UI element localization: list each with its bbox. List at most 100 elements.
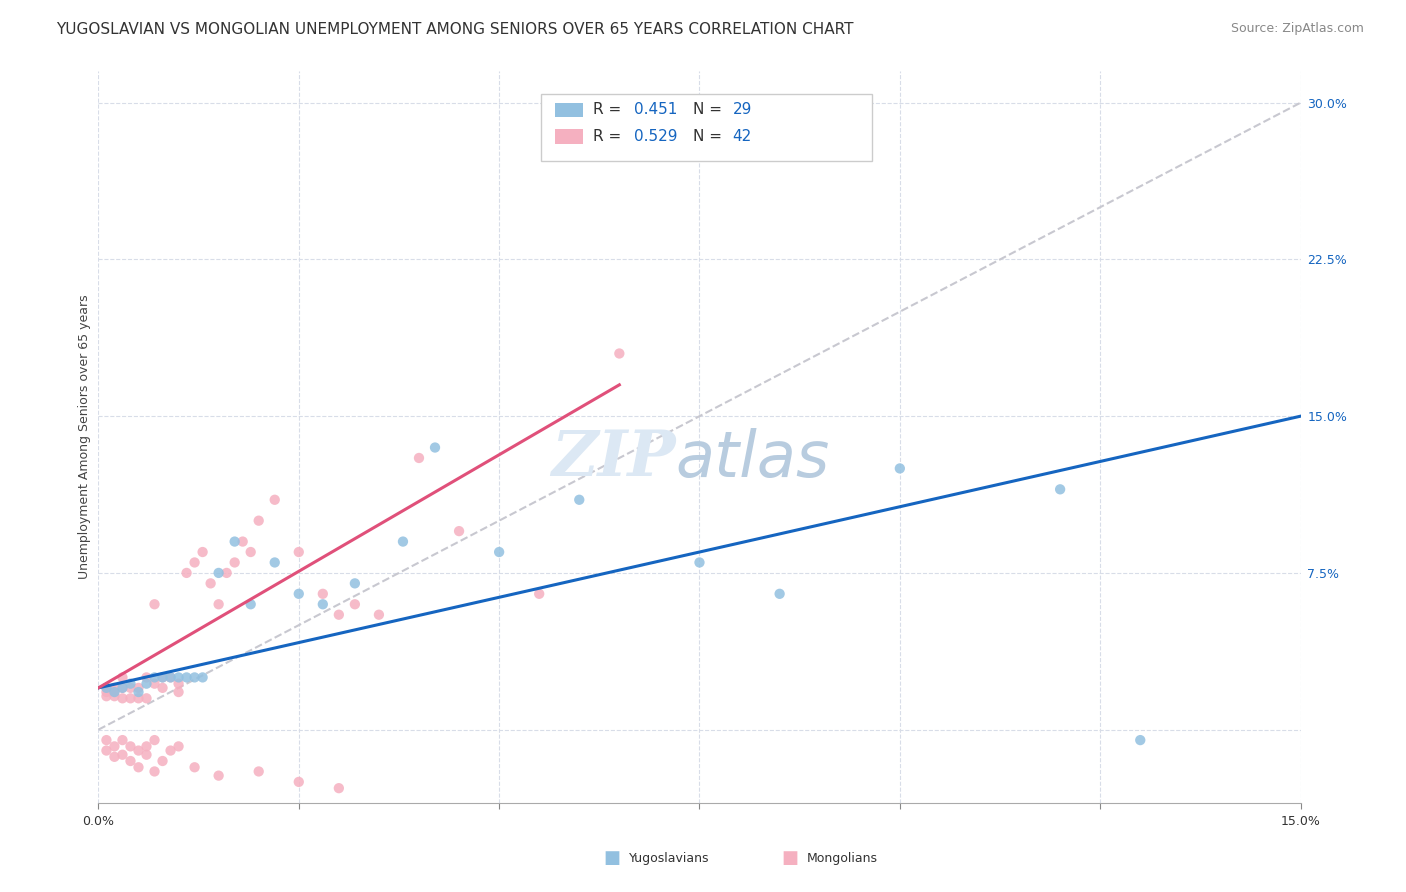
Point	[103, 685, 125, 699]
Point	[128, 760, 150, 774]
Point	[183, 556, 205, 570]
Point	[111, 681, 134, 695]
Point	[135, 747, 157, 762]
Point	[208, 769, 231, 783]
Point	[328, 607, 350, 622]
Point	[408, 450, 430, 465]
Point	[183, 670, 205, 684]
Point	[152, 670, 174, 684]
Point	[1049, 483, 1071, 497]
Text: N =: N =	[693, 129, 727, 144]
Point	[135, 739, 157, 754]
Point	[312, 597, 335, 611]
Point	[103, 685, 125, 699]
Point	[159, 743, 181, 757]
Point	[103, 749, 125, 764]
Point	[143, 764, 166, 779]
Point	[135, 676, 157, 690]
Point	[128, 691, 150, 706]
Point	[609, 346, 631, 360]
Text: 42: 42	[733, 129, 752, 144]
Text: R =: R =	[593, 103, 627, 117]
Point	[111, 691, 134, 706]
Point	[128, 743, 150, 757]
Point	[176, 670, 198, 684]
Text: 0.529: 0.529	[634, 129, 678, 144]
Point	[208, 597, 231, 611]
Text: ZIP: ZIP	[551, 428, 675, 490]
Point	[447, 524, 470, 538]
Text: YUGOSLAVIAN VS MONGOLIAN UNEMPLOYMENT AMONG SENIORS OVER 65 YEARS CORRELATION CH: YUGOSLAVIAN VS MONGOLIAN UNEMPLOYMENT AM…	[56, 22, 853, 37]
Point	[392, 534, 415, 549]
Point	[143, 676, 166, 690]
Point	[159, 670, 181, 684]
Point	[183, 760, 205, 774]
Point	[167, 685, 190, 699]
Text: ■: ■	[782, 849, 799, 867]
Text: 0.451: 0.451	[634, 103, 678, 117]
Text: Mongolians: Mongolians	[807, 852, 877, 864]
Point	[247, 514, 270, 528]
Point	[889, 461, 911, 475]
Point	[128, 681, 150, 695]
Point	[288, 587, 311, 601]
Point	[191, 670, 214, 684]
Point	[103, 681, 125, 695]
Point	[135, 691, 157, 706]
Point	[111, 733, 134, 747]
Point	[120, 676, 142, 690]
Point	[312, 587, 335, 601]
Point	[120, 739, 142, 754]
Point	[247, 764, 270, 779]
Text: ■: ■	[603, 849, 620, 867]
Point	[288, 545, 311, 559]
Text: 15.0%: 15.0%	[1281, 815, 1320, 829]
Point	[120, 691, 142, 706]
Point	[111, 747, 134, 762]
Point	[488, 545, 510, 559]
Point	[288, 775, 311, 789]
Point	[167, 676, 190, 690]
Text: 0.0%: 0.0%	[83, 815, 114, 829]
Point	[167, 739, 190, 754]
Point	[103, 739, 125, 754]
Point	[215, 566, 238, 580]
Point	[152, 754, 174, 768]
Point	[191, 545, 214, 559]
Point	[529, 587, 551, 601]
Text: Source: ZipAtlas.com: Source: ZipAtlas.com	[1230, 22, 1364, 36]
Text: Yugoslavians: Yugoslavians	[628, 852, 709, 864]
Point	[568, 492, 591, 507]
Point	[103, 690, 125, 704]
Point	[120, 681, 142, 695]
Point	[200, 576, 222, 591]
Text: R =: R =	[593, 129, 627, 144]
Point	[143, 597, 166, 611]
Point	[239, 597, 262, 611]
Point	[152, 681, 174, 695]
Point	[689, 556, 711, 570]
Point	[96, 733, 118, 747]
Point	[120, 754, 142, 768]
Point	[96, 743, 118, 757]
Point	[135, 670, 157, 684]
Point	[96, 681, 118, 695]
Point	[128, 685, 150, 699]
Point	[143, 670, 166, 684]
Point	[96, 685, 118, 699]
Point	[96, 690, 118, 704]
Text: 29: 29	[733, 103, 752, 117]
Point	[159, 670, 181, 684]
Point	[343, 576, 366, 591]
Point	[167, 670, 190, 684]
Text: atlas: atlas	[675, 428, 830, 490]
Point	[224, 556, 246, 570]
Text: N =: N =	[693, 103, 727, 117]
Point	[239, 545, 262, 559]
Point	[343, 597, 366, 611]
Point	[423, 441, 446, 455]
Point	[368, 607, 391, 622]
Point	[769, 587, 792, 601]
Point	[111, 670, 134, 684]
Point	[143, 733, 166, 747]
